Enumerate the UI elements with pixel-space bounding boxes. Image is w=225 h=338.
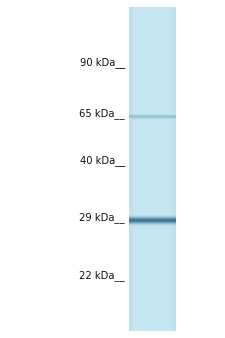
Text: 40 kDa__: 40 kDa__ [80, 155, 125, 166]
Text: 22 kDa__: 22 kDa__ [79, 270, 125, 281]
Bar [129, 7, 176, 331]
Text: 29 kDa__: 29 kDa__ [79, 213, 125, 223]
Bar [129, 7, 133, 331]
Text: 65 kDa__: 65 kDa__ [79, 108, 125, 119]
Text: 90 kDa__: 90 kDa__ [79, 57, 125, 68]
Bar [172, 7, 176, 331]
